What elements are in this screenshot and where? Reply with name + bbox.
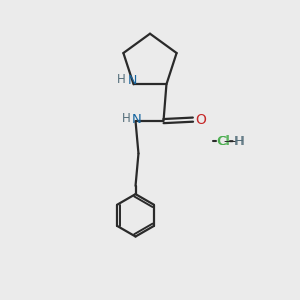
- Text: N: N: [128, 74, 137, 87]
- Text: —: —: [224, 135, 236, 148]
- Text: H: H: [122, 112, 131, 125]
- Text: Cl: Cl: [218, 135, 231, 148]
- Text: H: H: [235, 135, 245, 148]
- Text: O: O: [196, 112, 207, 127]
- Text: Cl: Cl: [216, 135, 229, 148]
- Text: H: H: [117, 74, 126, 86]
- Text: H: H: [233, 135, 243, 148]
- Text: N: N: [132, 113, 142, 126]
